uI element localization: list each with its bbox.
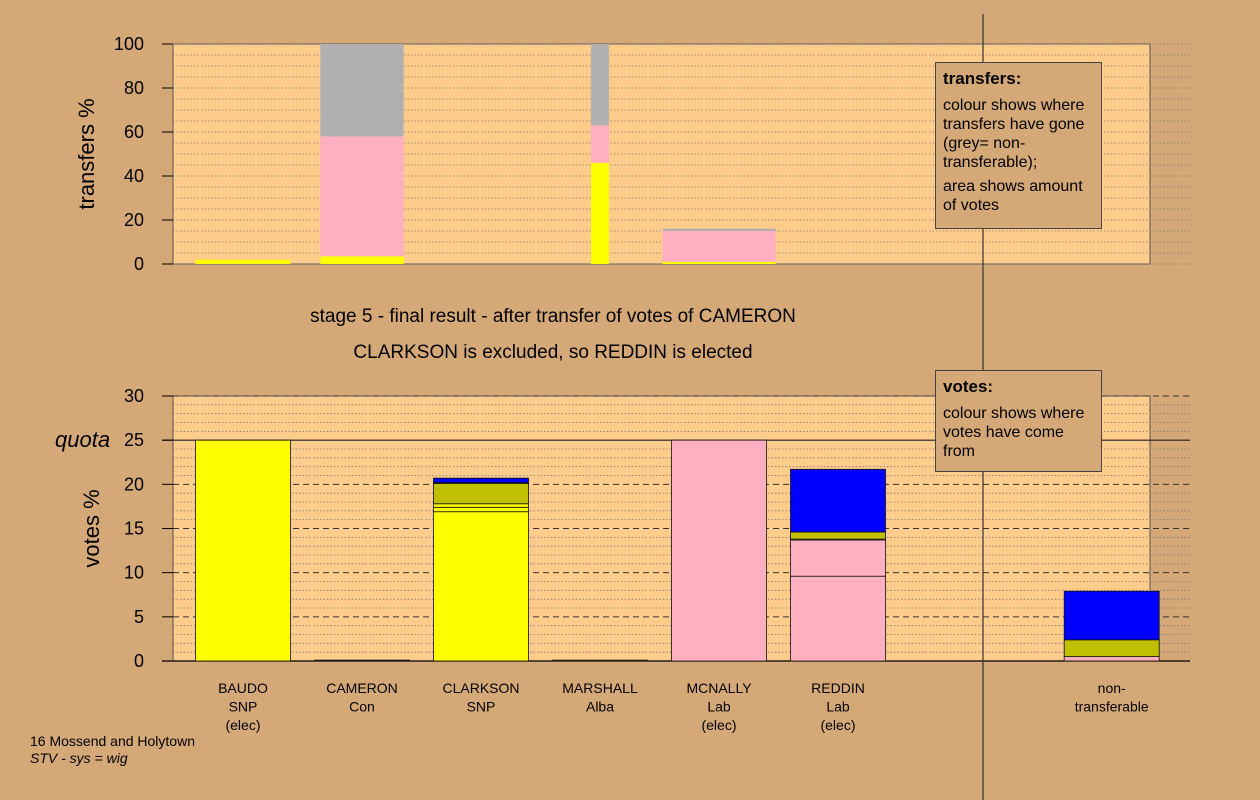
- transfer-bar-segment: [320, 136, 404, 257]
- vote-bar-segment: [1063, 656, 1160, 662]
- transfer-bar-segment: [195, 259, 291, 264]
- vote-bar-segment: [790, 468, 886, 533]
- stage-title-line2: CLARKSON is excluded, so REDDIN is elect…: [353, 342, 752, 363]
- votes-legend: votes: colour shows where votes have com…: [935, 370, 1102, 472]
- stage-title-line1: stage 5 - final result - after transfer …: [310, 306, 796, 327]
- vote-bar-segment: [433, 503, 529, 508]
- votes-legend-line1: colour shows where votes have come from: [943, 405, 1085, 460]
- candidate-label: (elec): [820, 717, 855, 733]
- y-tick-label: 25: [124, 430, 144, 450]
- candidate-label: Alba: [586, 699, 614, 715]
- candidate-label: MARSHALL: [562, 680, 638, 696]
- candidate-label: Con: [349, 699, 375, 715]
- y-tick-label: 20: [124, 474, 144, 494]
- transfer-bar-segment: [662, 261, 776, 264]
- y-tick-label: 0: [134, 254, 144, 274]
- vote-bar-segment: [790, 539, 886, 577]
- y-tick-label: 10: [124, 563, 144, 583]
- candidate-label: Lab: [707, 699, 731, 715]
- transfers-legend-line1: colour shows where transfers have gone (…: [943, 97, 1085, 171]
- ward-name: 16 Mossend and Holytown: [30, 733, 195, 749]
- vote-bar-segment: [314, 659, 410, 662]
- y-tick-label: 80: [124, 78, 144, 98]
- vote-bar-segment: [790, 531, 886, 540]
- y-tick-label: 100: [114, 34, 144, 54]
- y-tick-label: 0: [134, 651, 144, 671]
- vote-bar-segment: [552, 659, 648, 662]
- footer: 16 Mossend and Holytown STV - sys = wig: [30, 733, 195, 767]
- vote-bar-segment: [433, 483, 529, 505]
- candidate-label: REDDIN: [811, 680, 865, 696]
- votes-legend-title: votes:: [943, 377, 994, 396]
- y-tick-label: 40: [124, 166, 144, 186]
- quota-label: quota: [55, 427, 110, 452]
- y-tick-label: 20: [124, 210, 144, 230]
- vote-bar-segment: [790, 575, 886, 662]
- transfers-legend-title: transfers:: [943, 69, 1022, 88]
- vote-bar-segment: [433, 511, 529, 662]
- candidate-label: CLARKSON: [442, 680, 519, 696]
- vote-bar-segment: [1063, 590, 1160, 641]
- transfers-legend-line2: area shows amount of votes: [943, 178, 1083, 214]
- candidate-label: BAUDO: [218, 680, 268, 696]
- candidate-label: SNP: [467, 699, 496, 715]
- transfer-bar-segment: [591, 125, 609, 163]
- candidate-label: CAMERON: [326, 680, 398, 696]
- transfers-y-axis-label: transfers %: [74, 98, 99, 209]
- y-tick-label: 5: [134, 607, 144, 627]
- candidate-label: transferable: [1075, 699, 1149, 715]
- vote-bar-segment: [1063, 639, 1160, 657]
- candidate-label: (elec): [701, 717, 736, 733]
- candidate-label: SNP: [229, 699, 258, 715]
- vote-bar-segment: [433, 506, 529, 513]
- candidate-label: Lab: [826, 699, 850, 715]
- y-tick-label: 15: [124, 519, 144, 539]
- transfer-bar-segment: [662, 231, 776, 262]
- candidate-label: (elec): [225, 717, 260, 733]
- y-tick-label: 60: [124, 122, 144, 142]
- system-label: STV - sys = wig: [30, 750, 128, 766]
- transfer-bar-segment: [591, 162, 609, 264]
- candidate-label: MCNALLY: [686, 680, 752, 696]
- candidate-label: non-: [1098, 680, 1126, 696]
- transfer-bar-segment: [591, 44, 609, 126]
- transfers-legend: transfers: colour shows where transfers …: [935, 62, 1102, 229]
- vote-bar-segment: [671, 439, 767, 662]
- transfer-bar-segment: [320, 256, 404, 264]
- votes-y-axis-label: votes %: [79, 489, 104, 567]
- transfer-bar-segment: [320, 44, 404, 137]
- vote-bar-segment: [195, 439, 291, 662]
- vote-bar-segment: [433, 477, 529, 483]
- y-tick-label: 30: [124, 386, 144, 406]
- transfer-bar-segment: [662, 228, 776, 231]
